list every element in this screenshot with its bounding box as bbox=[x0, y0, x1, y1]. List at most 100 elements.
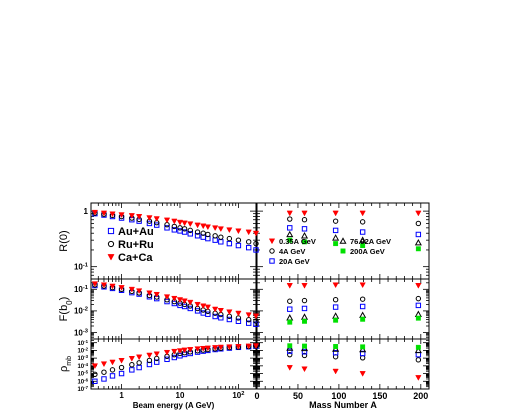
point-Ca+Ca bbox=[163, 294, 171, 301]
legend-label: Ru+Ru bbox=[118, 239, 154, 251]
point-Au+Au bbox=[226, 240, 233, 247]
point-4A GeV bbox=[359, 355, 366, 361]
point-Ru+Ru bbox=[235, 237, 242, 243]
point-Ca+Ca bbox=[136, 214, 143, 220]
point-200A GeV bbox=[287, 319, 293, 325]
point-200A GeV bbox=[333, 344, 339, 349]
point-76.92A GeV bbox=[332, 312, 340, 319]
point-0.35A GeV bbox=[286, 210, 293, 217]
point-Ca+Ca bbox=[200, 223, 207, 230]
point-Ca+Ca bbox=[252, 230, 260, 237]
point-4A GeV bbox=[301, 217, 308, 223]
point-Ca+Ca bbox=[181, 347, 188, 354]
point-Ru+Ru bbox=[92, 371, 98, 378]
point-Au+Au bbox=[212, 237, 218, 243]
point-20A GeV bbox=[415, 302, 422, 309]
y-tick-label: 10-6 bbox=[77, 377, 88, 386]
point-0.35A GeV bbox=[301, 283, 308, 289]
point-200A GeV bbox=[360, 316, 366, 322]
point-20A GeV bbox=[287, 306, 293, 312]
point-Ru+Ru bbox=[136, 360, 142, 366]
point-Ca+Ca bbox=[226, 227, 233, 234]
point-Ca+Ca bbox=[118, 357, 125, 364]
point-Au+Au bbox=[187, 231, 193, 237]
point-Ca+Ca bbox=[91, 281, 99, 288]
point-Ca+Ca bbox=[118, 285, 125, 291]
point-Ru+Ru bbox=[205, 231, 211, 238]
point-Ca+Ca bbox=[109, 359, 116, 366]
point-76.92A GeV bbox=[286, 314, 294, 321]
point-Ca+Ca bbox=[109, 283, 116, 290]
point-4A GeV bbox=[332, 297, 339, 303]
point-200A GeV bbox=[360, 243, 366, 249]
point-Au+Au bbox=[205, 311, 211, 317]
legend-label: 4A GeV bbox=[279, 247, 305, 256]
point-200A GeV bbox=[415, 344, 421, 350]
point-Ca+Ca bbox=[91, 363, 99, 370]
x-tick-label-right: 100 bbox=[331, 391, 346, 401]
x-tick-label-right: 200 bbox=[413, 391, 428, 401]
legend-marker bbox=[107, 227, 115, 235]
point-Ca+Ca bbox=[217, 226, 224, 233]
x-axis-label-right: Mass Number A bbox=[309, 400, 377, 410]
point-Ca+Ca bbox=[200, 345, 207, 352]
point-200A GeV bbox=[287, 237, 293, 243]
point-Ca+Ca bbox=[217, 344, 224, 351]
point-Ca+Ca bbox=[194, 301, 201, 308]
point-20A GeV bbox=[332, 304, 339, 310]
legend-marker bbox=[107, 254, 115, 261]
point-0.35A GeV bbox=[332, 368, 339, 375]
point-Au+Au bbox=[164, 356, 170, 363]
point-Ca+Ca bbox=[200, 303, 207, 310]
x-tick-label-left: 10 bbox=[176, 391, 185, 400]
point-Ca+Ca bbox=[176, 219, 184, 226]
legend-label: Au+Au bbox=[118, 226, 154, 238]
point-Ca+Ca bbox=[226, 309, 233, 316]
point-Ca+Ca bbox=[187, 347, 194, 353]
point-20A GeV bbox=[359, 229, 366, 235]
legend-marker bbox=[269, 248, 275, 254]
point-4A GeV bbox=[287, 298, 293, 304]
point-0.35A GeV bbox=[332, 210, 339, 217]
y-tick-label: 10-4 bbox=[77, 361, 88, 370]
y-tick-label: 10-2 bbox=[77, 346, 88, 355]
legend-marker bbox=[268, 238, 276, 245]
point-20A GeV bbox=[301, 349, 308, 355]
point-Ca+Ca bbox=[187, 221, 194, 228]
panel-frame-left bbox=[90, 278, 257, 340]
point-200A GeV bbox=[415, 246, 421, 252]
point-0.35A GeV bbox=[332, 282, 339, 289]
point-Au+Au bbox=[181, 303, 188, 310]
point-200A GeV bbox=[333, 241, 339, 247]
point-Ca+Ca bbox=[146, 290, 153, 297]
legend-label: Ca+Ca bbox=[118, 252, 153, 264]
x-tick-label-right: 150 bbox=[372, 391, 387, 401]
point-76.92A GeV bbox=[300, 232, 309, 239]
point-20A GeV bbox=[359, 303, 366, 310]
point-20A GeV bbox=[332, 350, 339, 356]
point-Ca+Ca bbox=[136, 288, 143, 295]
point-Ca+Ca bbox=[176, 348, 184, 354]
point-76.92A GeV bbox=[359, 311, 367, 318]
point-Ca+Ca bbox=[128, 356, 135, 362]
legend-marker bbox=[107, 240, 115, 248]
point-Ru+Ru bbox=[226, 235, 233, 242]
point-200A GeV bbox=[360, 344, 366, 350]
x-tick-label-left: 1 bbox=[119, 391, 124, 400]
point-Ca+Ca bbox=[118, 212, 125, 218]
legend-marker bbox=[339, 237, 347, 244]
point-4A GeV bbox=[415, 295, 422, 302]
point-76.92A GeV bbox=[286, 230, 294, 238]
point-Ru+Ru bbox=[212, 233, 218, 239]
panel-frame-right bbox=[256, 338, 430, 390]
point-4A GeV bbox=[287, 216, 293, 222]
point-20A GeV bbox=[301, 226, 308, 232]
point-Ca+Ca bbox=[212, 345, 219, 351]
panel-frame-left bbox=[90, 338, 257, 390]
point-0.35A GeV bbox=[415, 375, 422, 381]
point-200A GeV bbox=[287, 343, 293, 349]
point-Ru+Ru bbox=[118, 364, 125, 371]
panel-frame-right bbox=[256, 278, 430, 340]
point-Ca+Ca bbox=[176, 297, 184, 303]
legend-label: 0.35A GeV bbox=[279, 237, 316, 246]
